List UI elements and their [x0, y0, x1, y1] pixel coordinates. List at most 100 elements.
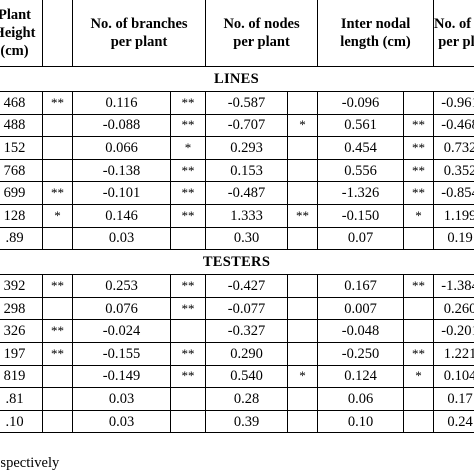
significance-cell: **	[403, 181, 435, 205]
value-cell: 326	[0, 319, 43, 343]
value-cell: -0.250	[317, 341, 405, 366]
significance-cell	[287, 274, 319, 298]
significance-cell	[42, 158, 73, 183]
section-row: TESTERS	[0, 249, 474, 276]
value-cell: 1.221	[433, 341, 474, 366]
section-row: LINES	[0, 66, 474, 92]
value-cell: 0.352	[433, 158, 474, 183]
significance-cell: **	[403, 274, 435, 298]
value-cell: 1.199	[433, 203, 474, 228]
significance-cell	[42, 113, 73, 138]
table-row: 197 ** -0.155 ** 0.290 -0.250 ** 1.221	[0, 341, 474, 366]
value-cell: 0.124	[317, 364, 405, 389]
significance-cell: **	[403, 158, 435, 183]
value-cell: -0.088	[72, 113, 171, 138]
significance-cell	[287, 409, 319, 434]
significance-cell	[403, 319, 435, 343]
value-cell: 0.153	[205, 158, 289, 183]
table-row: 699**-0.101**-0.487-1.326**-0.854	[0, 181, 474, 205]
value-cell: 0.07	[317, 226, 405, 251]
value-cell: 488	[0, 113, 43, 138]
value-cell: -0.096	[317, 91, 405, 115]
value-cell: -0.048	[317, 319, 405, 343]
significance-cell: **	[169, 91, 207, 115]
value-cell: 0.104	[433, 364, 474, 389]
value-cell: 768	[0, 158, 43, 183]
significance-cell	[287, 158, 319, 183]
value-cell: 0.260	[433, 296, 474, 321]
significance-cell	[287, 181, 319, 205]
value-cell: 0.24	[433, 409, 474, 434]
value-cell: -0.427	[205, 274, 289, 298]
header-sig-spacer	[42, 0, 73, 67]
significance-cell	[42, 226, 73, 251]
significance-cell	[403, 409, 435, 434]
significance-cell: **	[403, 341, 435, 366]
value-cell: 0.06	[317, 387, 405, 411]
section-title: TESTERS	[0, 249, 474, 276]
value-cell: -0.587	[205, 91, 289, 115]
value-cell: 0.03	[72, 387, 171, 411]
value-cell: 0.253	[72, 274, 171, 298]
significance-cell	[403, 296, 435, 321]
value-cell: .81	[0, 387, 43, 411]
header-branches-per-plant: No. of branches per plant	[71, 0, 207, 67]
value-cell: 0.290	[205, 341, 289, 366]
value-cell: 298	[0, 296, 43, 321]
significance-cell: *	[403, 203, 435, 228]
significance-cell	[287, 296, 319, 321]
significance-cell: **	[42, 319, 73, 343]
significance-cell: *	[287, 113, 319, 138]
value-cell: -0.101	[72, 181, 171, 205]
table-row: 819 -0.149 ** 0.540 * 0.124 * 0.104	[0, 364, 474, 389]
table-row: 468**0.116**-0.587-0.096-0.961	[0, 91, 474, 115]
value-cell: 0.076	[72, 296, 171, 321]
value-cell: 0.28	[205, 387, 289, 411]
value-cell: .10	[0, 409, 43, 434]
significance-cell	[42, 296, 73, 321]
value-cell: 0.732	[433, 136, 474, 160]
value-cell: -0.707	[205, 113, 289, 138]
significance-cell: **	[42, 274, 73, 298]
value-cell: -0.468	[433, 113, 474, 138]
value-cell: 0.03	[72, 409, 171, 434]
table-row: .10 0.03 0.39 0.10 0.24	[0, 409, 474, 434]
significance-cell	[42, 364, 73, 389]
significance-cell: **	[169, 158, 207, 183]
header-internodal-length: Inter nodal length (cm)	[317, 0, 435, 67]
value-cell: -0.327	[205, 319, 289, 343]
significance-cell: *	[287, 364, 319, 389]
value-cell: 1.333	[205, 203, 289, 228]
significance-cell: **	[403, 113, 435, 138]
significance-cell	[42, 409, 73, 434]
table-row: 768 -0.138 ** 0.153 0.556 ** 0.352	[0, 158, 474, 183]
value-cell: 0.10	[317, 409, 405, 434]
value-cell: 0.03	[72, 226, 171, 251]
value-cell: 128	[0, 203, 43, 228]
value-cell: 699	[0, 181, 43, 205]
significance-cell	[287, 226, 319, 251]
footnote: espectively	[0, 455, 60, 471]
significance-cell	[287, 387, 319, 411]
table-row: 128 * 0.146 ** 1.333 ** -0.150 * 1.199	[0, 203, 474, 228]
table-row: 298 0.076 ** -0.077 0.007 0.260	[0, 296, 474, 321]
significance-cell	[287, 136, 319, 160]
value-cell: 0.17	[433, 387, 474, 411]
significance-cell	[169, 387, 207, 411]
significance-cell: **	[169, 341, 207, 366]
header-plant-height: PlantHeight(cm)	[0, 0, 43, 67]
value-cell: -0.138	[72, 158, 171, 183]
value-cell: 0.007	[317, 296, 405, 321]
significance-cell: **	[169, 181, 207, 205]
header-nodes-per-plant: No. of nodes per plant	[205, 0, 319, 67]
value-cell: -0.201	[433, 319, 474, 343]
significance-cell	[403, 226, 435, 251]
significance-cell	[287, 341, 319, 366]
significance-cell: *	[403, 364, 435, 389]
significance-cell: **	[169, 296, 207, 321]
table-row: .89 0.03 0.30 0.07 0.19	[0, 226, 474, 251]
value-cell: -0.854	[433, 181, 474, 205]
